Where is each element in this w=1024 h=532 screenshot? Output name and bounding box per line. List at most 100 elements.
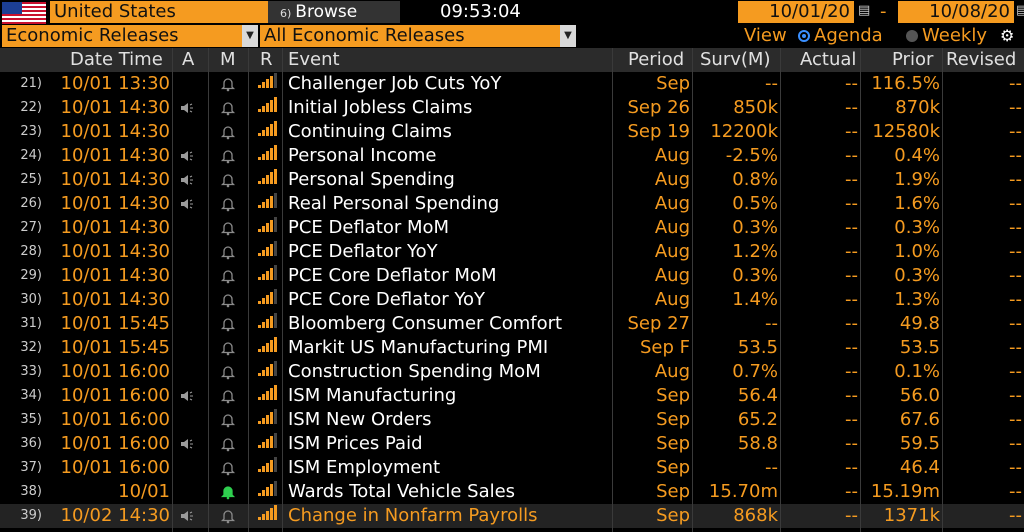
row-period: Sep bbox=[656, 481, 690, 502]
weekly-option-label[interactable]: Weekly bbox=[922, 25, 987, 46]
bell-icon[interactable] bbox=[220, 96, 236, 120]
speaker-icon[interactable] bbox=[180, 384, 194, 408]
table-row[interactable]: 33) 10/01 16:00 Construction Spending MoM A… bbox=[0, 360, 1024, 384]
table-row[interactable]: 36) 10/01 16:00 ISM Prices Paid Sep 58.8 -- 59… bbox=[0, 432, 1024, 456]
row-event: Personal Income bbox=[288, 145, 437, 166]
bell-icon[interactable] bbox=[220, 432, 236, 456]
table-row[interactable]: 23) 10/01 14:30 Continuing Claims Sep 19 122… bbox=[0, 120, 1024, 144]
browse-button[interactable]: 6) Browse bbox=[268, 1, 400, 23]
col-r[interactable]: R bbox=[260, 49, 273, 70]
table-row[interactable]: 30) 10/01 14:30 PCE Core Deflator YoY Aug 1.… bbox=[0, 288, 1024, 312]
table-row[interactable]: 35) 10/01 16:00 ISM New Orders Sep 65.2 -- 67.… bbox=[0, 408, 1024, 432]
row-actual: -- bbox=[845, 169, 858, 190]
table-row[interactable]: 27) 10/01 14:30 PCE Deflator MoM Aug 0.3% -- 0… bbox=[0, 216, 1024, 240]
end-date-input[interactable]: 10/08/20 bbox=[898, 1, 1014, 23]
bell-icon[interactable] bbox=[220, 240, 236, 264]
bell-icon[interactable] bbox=[220, 312, 236, 336]
row-date-time: 10/01 16:00 bbox=[60, 385, 170, 406]
row-index: 31) bbox=[20, 316, 42, 331]
row-revised: -- bbox=[1009, 97, 1022, 118]
chevron-down-icon[interactable]: ▼ bbox=[242, 25, 258, 47]
bell-icon[interactable] bbox=[220, 336, 236, 360]
bell-icon[interactable] bbox=[220, 72, 236, 96]
row-survey: -2.5% bbox=[725, 145, 778, 166]
chevron-down-icon[interactable]: ▼ bbox=[560, 25, 576, 47]
bell-icon[interactable] bbox=[220, 216, 236, 240]
row-date-time: 10/01 14:30 bbox=[60, 97, 170, 118]
col-actual[interactable]: Actual bbox=[800, 49, 857, 70]
col-m[interactable]: M bbox=[220, 49, 236, 70]
row-prior: 53.5 bbox=[899, 337, 940, 358]
bell-icon[interactable] bbox=[220, 264, 236, 288]
bell-icon[interactable] bbox=[220, 408, 236, 432]
table-row[interactable]: 24) 10/01 14:30 Personal Income Aug -2.5% -- 0… bbox=[0, 144, 1024, 168]
row-period: Sep bbox=[656, 433, 690, 454]
row-prior: 1.3% bbox=[894, 289, 940, 310]
row-period: Sep bbox=[656, 457, 690, 478]
speaker-icon[interactable] bbox=[180, 432, 194, 456]
calendar-icon[interactable]: ▤ bbox=[1016, 3, 1024, 18]
col-a[interactable]: A bbox=[182, 49, 195, 70]
table-row[interactable]: 29) 10/01 14:30 PCE Core Deflator MoM Aug 0.… bbox=[0, 264, 1024, 288]
table-row[interactable]: 31) 10/01 15:45 Bloomberg Consumer Comfort… bbox=[0, 312, 1024, 336]
bell-icon[interactable] bbox=[220, 192, 236, 216]
row-actual: -- bbox=[845, 481, 858, 502]
row-prior: 15.19m bbox=[870, 481, 940, 502]
date-separator: - bbox=[880, 1, 887, 22]
bell-icon[interactable] bbox=[220, 120, 236, 144]
table-header: Date Time A M R Event Period Surv(M) Act… bbox=[0, 48, 1024, 72]
row-index: 21) bbox=[20, 76, 42, 91]
speaker-icon[interactable] bbox=[180, 504, 194, 528]
agenda-radio[interactable] bbox=[798, 30, 810, 42]
row-date-time: 10/01 15:45 bbox=[60, 313, 170, 334]
row-date-time: 10/01 13:30 bbox=[60, 73, 170, 94]
start-date-input[interactable]: 10/01/20 bbox=[738, 1, 854, 23]
col-date-time[interactable]: Date Time bbox=[70, 49, 163, 70]
table-row[interactable]: 22) 10/01 14:30 Initial Jobless Claims Sep … bbox=[0, 96, 1024, 120]
row-event: Challenger Job Cuts YoY bbox=[288, 73, 502, 94]
table-row[interactable]: 26) 10/01 14:30 Real Personal Spending Aug 0… bbox=[0, 192, 1024, 216]
table-row[interactable]: 39) 10/02 14:30 Change in Nonfarm Payrolls… bbox=[0, 504, 1024, 528]
row-prior: 1.0% bbox=[894, 241, 940, 262]
row-period: Aug bbox=[654, 241, 690, 262]
bell-icon[interactable] bbox=[220, 504, 236, 528]
table-row[interactable]: 21) 10/01 13:30 Challenger Job Cuts YoY Sep… bbox=[0, 72, 1024, 96]
col-survey[interactable]: Surv(M) bbox=[700, 49, 771, 70]
table-row[interactable]: 34) 10/01 16:00 ISM Manufacturing Sep 56.4 --… bbox=[0, 384, 1024, 408]
table-row[interactable]: 28) 10/01 14:30 PCE Deflator YoY Aug 1.2% -- 1… bbox=[0, 240, 1024, 264]
settings-search-icon[interactable]: ⚙ bbox=[1000, 26, 1015, 45]
agenda-option-label[interactable]: Agenda bbox=[814, 25, 883, 46]
row-event: Change in Nonfarm Payrolls bbox=[288, 505, 538, 526]
speaker-icon[interactable] bbox=[180, 168, 194, 192]
bell-icon[interactable] bbox=[220, 480, 236, 504]
calendar-icon[interactable]: ▤ bbox=[858, 3, 871, 18]
col-revised[interactable]: Revised bbox=[946, 49, 1017, 70]
country-selector[interactable]: United States bbox=[50, 1, 268, 23]
col-period[interactable]: Period bbox=[628, 49, 685, 70]
bell-icon[interactable] bbox=[220, 288, 236, 312]
row-event: ISM Prices Paid bbox=[288, 433, 423, 454]
row-index: 26) bbox=[20, 196, 42, 211]
row-event: ISM Employment bbox=[288, 457, 441, 478]
table-row[interactable]: 38) 10/01 Wards Total Vehicle Sales Sep 15.7… bbox=[0, 480, 1024, 504]
table-row[interactable]: 25) 10/01 14:30 Personal Spending Aug 0.8% --… bbox=[0, 168, 1024, 192]
col-event[interactable]: Event bbox=[288, 49, 340, 70]
bell-icon[interactable] bbox=[220, 144, 236, 168]
col-prior[interactable]: Prior bbox=[892, 49, 934, 70]
row-survey: 868k bbox=[733, 505, 778, 526]
row-date-time: 10/01 14:30 bbox=[60, 169, 170, 190]
speaker-icon[interactable] bbox=[180, 96, 194, 120]
bell-icon[interactable] bbox=[220, 384, 236, 408]
category-dropdown[interactable]: Economic Releases bbox=[2, 25, 242, 47]
weekly-radio[interactable] bbox=[906, 30, 918, 42]
speaker-icon[interactable] bbox=[180, 192, 194, 216]
row-prior: 0.3% bbox=[894, 265, 940, 286]
bell-icon[interactable] bbox=[220, 456, 236, 480]
subcategory-dropdown[interactable]: All Economic Releases bbox=[260, 25, 560, 47]
bell-icon[interactable] bbox=[220, 360, 236, 384]
top-bar: United States 6) Browse 09:53:04 10/01/20… bbox=[0, 0, 1024, 24]
table-row[interactable]: 32) 10/01 15:45 Markit US Manufacturing PM… bbox=[0, 336, 1024, 360]
speaker-icon[interactable] bbox=[180, 144, 194, 168]
bell-icon[interactable] bbox=[220, 168, 236, 192]
table-row[interactable]: 37) 10/01 16:00 ISM Employment Sep -- -- 46.4 -… bbox=[0, 456, 1024, 480]
